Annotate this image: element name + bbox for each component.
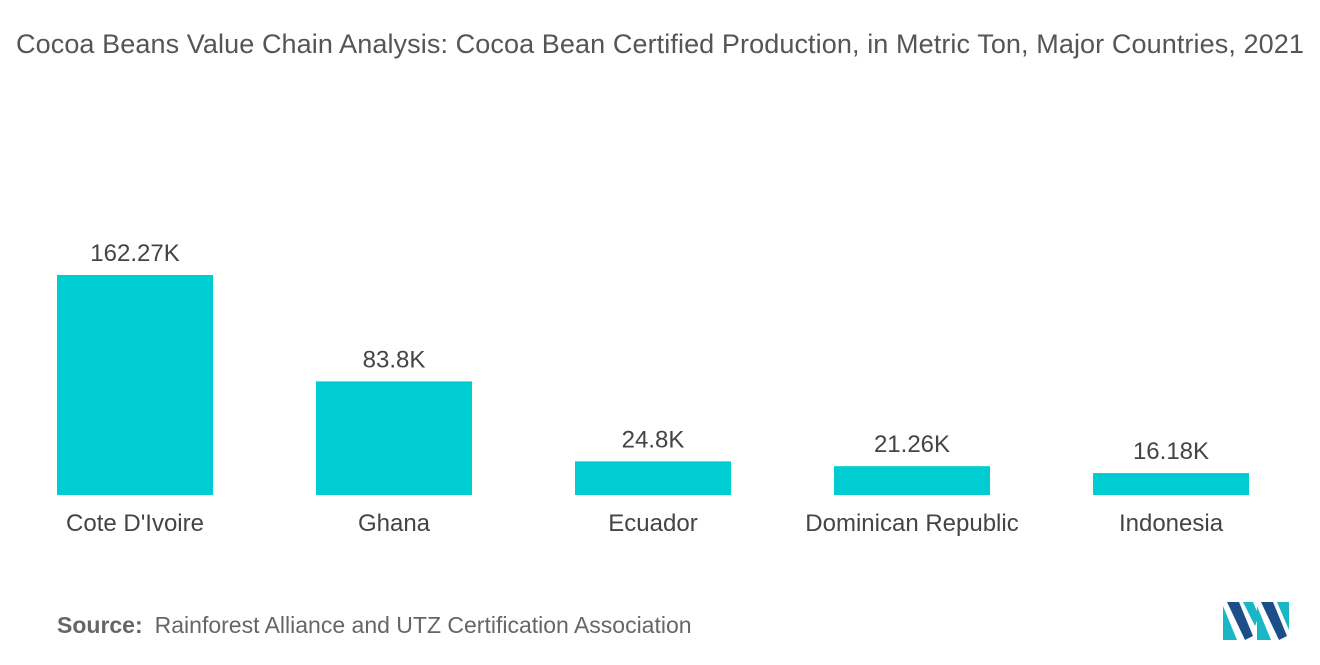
source-note: Source: Rainforest Alliance and UTZ Certi… — [57, 612, 692, 639]
bar-3 — [834, 466, 990, 495]
bar-1 — [316, 381, 472, 495]
mordor-intelligence-logo-icon — [1223, 602, 1289, 640]
category-label-4: Indonesia — [1119, 510, 1224, 537]
category-label-2: Ecuador — [608, 510, 697, 537]
category-label-0: Cote D'Ivoire — [66, 510, 204, 537]
category-label-1: Ghana — [358, 510, 431, 537]
bar-2 — [575, 461, 731, 495]
category-label-3: Dominican Republic — [805, 510, 1018, 537]
source-text: Rainforest Alliance and UTZ Certificatio… — [154, 612, 692, 638]
data-label-0: 162.27K — [90, 240, 179, 267]
data-label-1: 83.8K — [363, 346, 426, 373]
data-label-3: 21.26K — [874, 431, 950, 458]
bar-4 — [1093, 473, 1249, 495]
data-label-2: 24.8K — [622, 426, 685, 453]
source-label: Source: — [57, 612, 143, 638]
chart-title: Cocoa Beans Value Chain Analysis: Cocoa … — [16, 29, 1304, 59]
bar-0 — [57, 275, 213, 495]
data-label-4: 16.18K — [1133, 438, 1209, 465]
